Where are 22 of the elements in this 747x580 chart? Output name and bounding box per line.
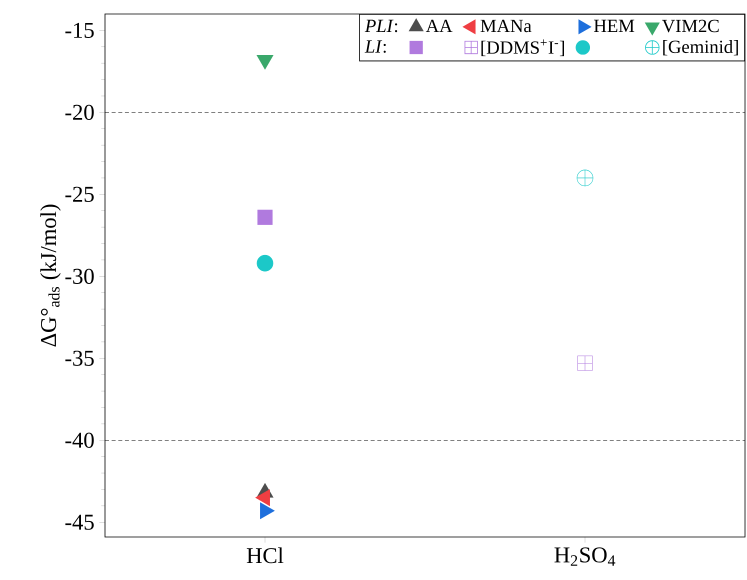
y-tick-label: -15 [65,22,94,38]
y-tick-label: -45 [65,514,94,530]
y-tick-label: -25 [65,186,94,202]
annotation: PLI: [364,20,398,32]
x-tick-label: H$_{2}$SO$_{4}$ [554,547,616,566]
point [256,254,274,272]
y-tick-label: -30 [65,268,94,284]
legend-label: [Geminid] [663,40,738,56]
y-axis-title: ΔG°$_{ads}$ (kJ/mol) [40,204,61,347]
point [257,210,273,225]
legend-label: [DDMS$^{+}$I$^{-}$] [481,39,564,56]
annotation: LI: [364,40,386,53]
legend-label: MANa [480,20,532,32]
y-tick-label: -35 [65,350,94,366]
y-tick-label: -20 [65,104,94,120]
point [577,356,593,371]
legend-label: VIM2C [662,20,719,32]
legend-label: AA [426,20,452,32]
legend-label: HEM [594,20,634,32]
point [576,170,594,186]
x-tick-label: HCl [246,547,284,564]
y-tick-label: -40 [65,432,94,448]
